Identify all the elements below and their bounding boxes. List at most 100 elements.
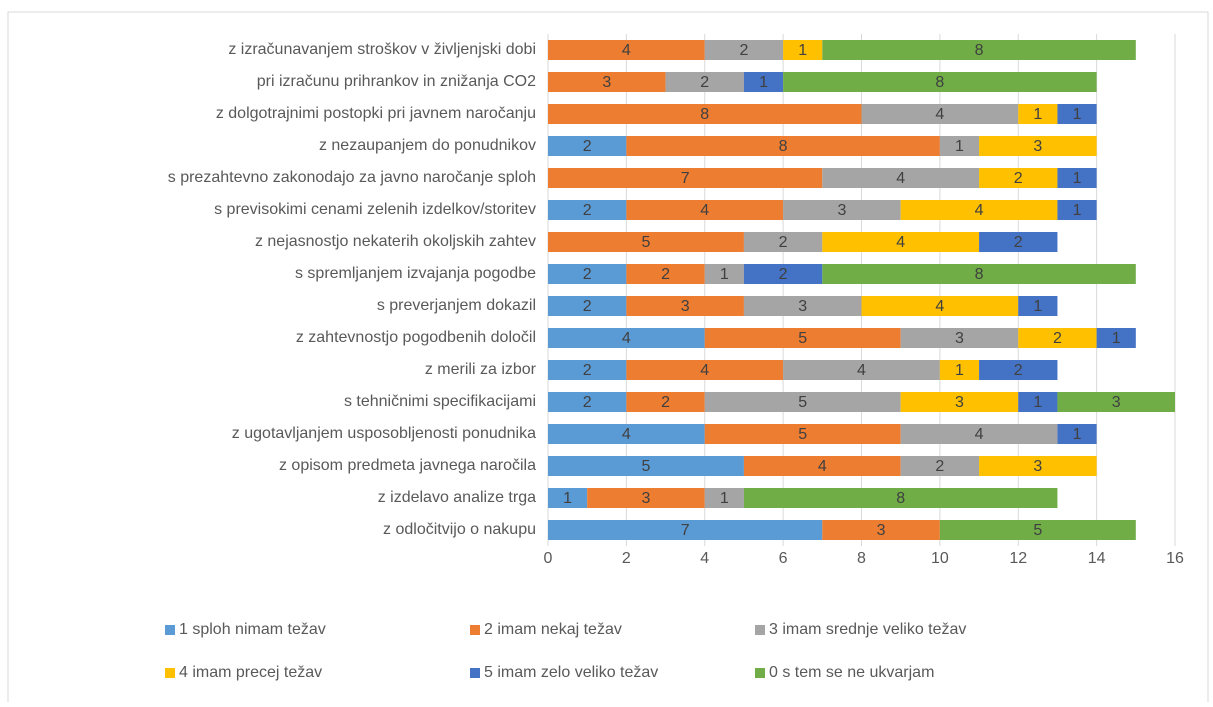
data-label: 5 (642, 458, 651, 475)
legend-label: 3 imam srednje veliko težav (769, 621, 966, 638)
data-label: 1 (1073, 106, 1082, 123)
y-tick-label: s preverjanjem dokazil (377, 297, 536, 314)
bar-segment (665, 72, 744, 92)
bar-segment (626, 200, 784, 220)
bar-segment (704, 40, 784, 60)
bar-segment (548, 520, 823, 540)
data-label: 2 (583, 202, 592, 219)
bar-segment (548, 264, 627, 284)
bar-segment (626, 264, 705, 284)
bar-segment (548, 168, 823, 188)
bar-segment (979, 456, 1097, 476)
data-label: 4 (935, 106, 944, 123)
bar-segment (783, 72, 1097, 92)
data-label: 2 (700, 74, 709, 91)
data-label: 2 (1014, 234, 1023, 251)
bar-segment (1057, 392, 1175, 412)
bar-segment (548, 72, 666, 92)
bar-segment (1018, 296, 1058, 316)
bar-segment (1018, 328, 1097, 348)
bar-segment (1057, 200, 1097, 220)
bar-segment (822, 264, 1136, 284)
data-label: 4 (896, 170, 905, 187)
bar-segment (1018, 104, 1058, 124)
bar-segment (822, 232, 980, 252)
legend-swatch (755, 668, 765, 678)
y-tick-label: s tehničnimi specifikacijami (344, 393, 536, 410)
data-label: 5 (798, 394, 807, 411)
chart-frame (7, 11, 1209, 707)
bar-segment (548, 392, 627, 412)
bar-segment (704, 488, 744, 508)
bar-segment (979, 136, 1097, 156)
bar-segment (900, 200, 1058, 220)
legend-label: 2 imam nekaj težav (484, 621, 622, 638)
bar-segment (1057, 424, 1097, 444)
bar-segment (822, 168, 980, 188)
bar-segment (704, 264, 744, 284)
legend-swatch (470, 625, 480, 635)
x-tick-label: 2 (622, 550, 631, 567)
bar-segment (900, 424, 1058, 444)
bar-segment (743, 264, 823, 284)
data-label: 2 (779, 234, 788, 251)
bar-segment (900, 392, 1019, 412)
bar-segment (1057, 168, 1097, 188)
data-label: 1 (1033, 106, 1042, 123)
y-tick-label: z odločitvijo o nakupu (383, 521, 536, 538)
bar-segment (783, 200, 901, 220)
data-label: 4 (622, 42, 631, 59)
legend-swatch (165, 668, 175, 678)
x-tick-label: 16 (1166, 550, 1184, 567)
data-label: 4 (622, 330, 631, 347)
x-tick-label: 12 (1009, 550, 1027, 567)
x-tick-label: 0 (544, 550, 553, 567)
data-label: 1 (1073, 202, 1082, 219)
bar-segment (900, 328, 1019, 348)
data-label: 5 (642, 234, 651, 251)
data-label: 8 (975, 266, 984, 283)
y-tick-label: s previsokimi cenami zelenih izdelkov/st… (214, 201, 536, 218)
data-label: 5 (798, 330, 807, 347)
bar-segment (548, 488, 588, 508)
data-label: 8 (975, 42, 984, 59)
bar-segment (548, 424, 705, 444)
bar-segment (1057, 104, 1097, 124)
bar-segment (548, 328, 705, 348)
data-label: 2 (1053, 330, 1062, 347)
data-label: 2 (661, 394, 670, 411)
data-label: 4 (700, 362, 709, 379)
bar-segment (861, 296, 1019, 316)
data-label: 1 (1112, 330, 1121, 347)
data-label: 1 (563, 490, 572, 507)
data-label: 3 (955, 394, 964, 411)
legend-swatch (165, 625, 175, 635)
bar-segment (939, 360, 980, 380)
bar-segment (548, 136, 627, 156)
data-label: 1 (798, 42, 807, 59)
data-label: 3 (837, 202, 846, 219)
bar-segment (548, 360, 627, 380)
bar-segment (548, 456, 744, 476)
data-label: 1 (720, 266, 729, 283)
bar-segment (743, 296, 862, 316)
data-label: 5 (1033, 522, 1042, 539)
y-tick-label: z nezaupanjem do ponudnikov (319, 137, 536, 154)
legend-label: 5 imam zelo veliko težav (484, 664, 658, 681)
bar-segment (626, 360, 784, 380)
y-tick-label: s spremljanjem izvajanja pogodbe (295, 265, 536, 282)
data-label: 4 (975, 426, 984, 443)
data-label: 2 (583, 298, 592, 315)
bar-segment (743, 456, 901, 476)
y-tick-label: z opisom predmeta javnega naročila (279, 457, 536, 474)
bar-segment (743, 232, 823, 252)
y-tick-label: z ugotavljanjem usposobljenosti ponudnik… (232, 425, 536, 442)
data-label: 1 (720, 490, 729, 507)
data-label: 7 (681, 522, 690, 539)
data-label: 1 (1073, 170, 1082, 187)
bar-segment (704, 424, 901, 444)
bar-segment (939, 136, 980, 156)
bar-segment (861, 104, 1019, 124)
data-label: 5 (798, 426, 807, 443)
